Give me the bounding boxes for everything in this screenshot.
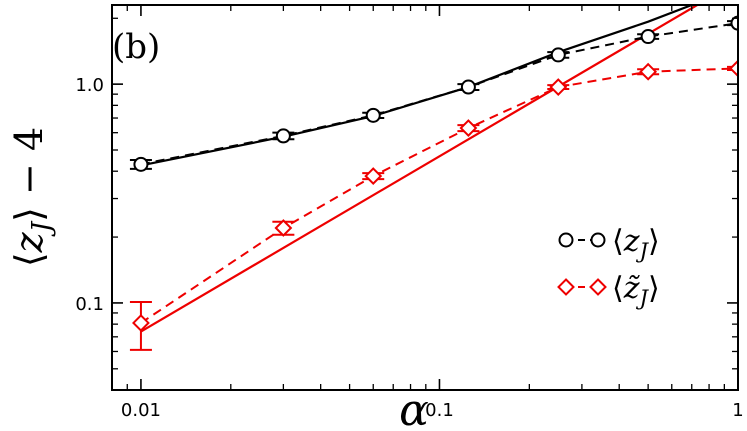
legend-marker	[558, 232, 574, 248]
data-point	[730, 15, 738, 31]
legend-label: ⟨zJ⟩	[612, 224, 660, 263]
data-point	[274, 219, 293, 237]
legend-marker	[589, 278, 607, 296]
legend-marker	[557, 278, 575, 296]
data-point	[133, 156, 149, 172]
legend-marker	[590, 232, 606, 248]
panel-label: (b)	[112, 27, 160, 67]
fit-line-0	[140, 5, 693, 167]
legend-entry-0: ⟨zJ⟩	[558, 224, 660, 263]
plot-border	[111, 4, 739, 391]
data-point	[639, 62, 658, 81]
legend-entry-1: ⟨z̃J⟩	[557, 271, 660, 310]
series-0	[129, 15, 738, 172]
y-tick-label: 1.0	[75, 75, 104, 96]
data-point	[640, 29, 656, 45]
legend-label: ⟨z̃J⟩	[612, 271, 660, 310]
data-series	[129, 15, 738, 351]
series-1	[129, 59, 738, 351]
data-point	[729, 59, 738, 78]
data-point	[364, 167, 383, 185]
data-point	[459, 119, 478, 137]
y-axis-label: ⟨zJ⟩ − 4	[7, 127, 57, 267]
fit-line-1	[140, 5, 698, 333]
legend: ⟨zJ⟩ ⟨z̃J⟩	[557, 224, 660, 310]
plot-frame	[111, 4, 739, 391]
x-axis-label: α	[399, 385, 429, 431]
x-tick-label: 0.1	[425, 400, 454, 421]
y-axis-label-text: ⟨zJ⟩ − 4	[7, 127, 57, 267]
x-tick-label: 1	[732, 400, 743, 421]
data-point	[549, 78, 568, 96]
axis-ticks: 0.01 0.1 1 0.1 1.0	[75, 5, 744, 421]
data-point	[132, 314, 150, 332]
data-point	[275, 128, 291, 144]
y-tick-label: 0.1	[75, 294, 104, 315]
data-point	[550, 47, 566, 63]
data-point	[365, 107, 381, 123]
x-tick-label: 0.01	[121, 400, 161, 421]
data-point	[460, 79, 476, 95]
